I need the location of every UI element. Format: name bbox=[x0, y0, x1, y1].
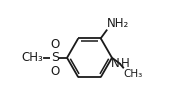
Text: O: O bbox=[50, 65, 59, 78]
Text: N: N bbox=[111, 57, 120, 70]
Text: CH₃: CH₃ bbox=[22, 51, 43, 64]
Text: O: O bbox=[50, 38, 59, 51]
Text: CH₃: CH₃ bbox=[123, 69, 143, 79]
Text: NH₂: NH₂ bbox=[107, 17, 129, 30]
Text: H: H bbox=[120, 57, 129, 70]
Text: S: S bbox=[51, 51, 59, 64]
